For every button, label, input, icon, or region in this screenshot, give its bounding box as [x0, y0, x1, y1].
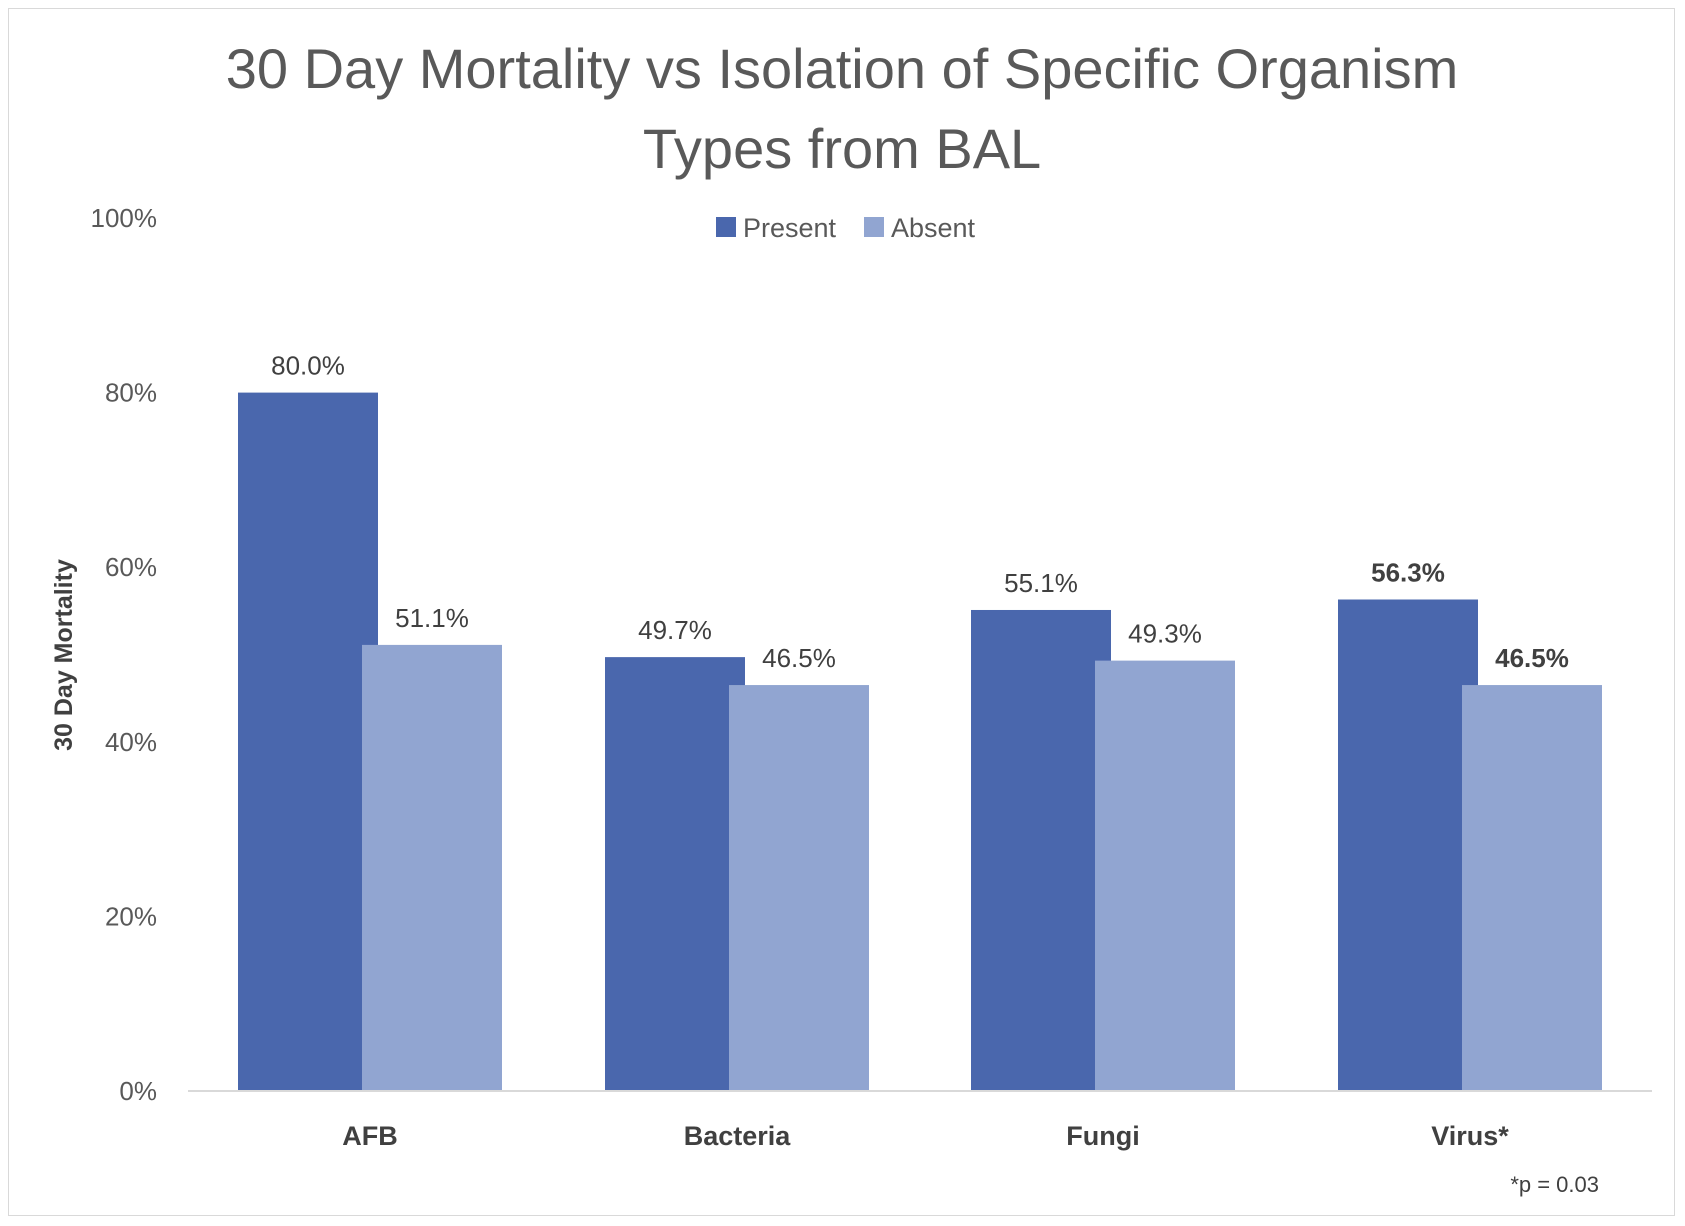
chart-title: 30 Day Mortality vs Isolation of Specifi… — [226, 37, 1458, 180]
bar-absent — [729, 685, 869, 1091]
bar-present — [238, 392, 378, 1092]
data-labels: 80.0% 49.7% 55.1% 56.3% 51.1% 46.5% 49.3% 46.5% — [271, 351, 1569, 673]
data-label: 51.1% — [395, 603, 469, 633]
data-label: 49.7% — [638, 615, 712, 645]
y-tick-label: 40% — [105, 727, 157, 757]
data-label: 55.1% — [1004, 568, 1078, 598]
bar-absent — [362, 644, 502, 1091]
y-tick-label: 80% — [105, 378, 157, 408]
y-tick-label: 100% — [91, 203, 158, 233]
legend-swatch-present — [716, 217, 736, 237]
bar-present — [605, 657, 745, 1091]
category-label: Virus* — [1431, 1121, 1509, 1151]
data-label: 56.3% — [1371, 558, 1445, 588]
bar-absent — [1462, 685, 1602, 1091]
y-axis-title: 30 Day Mortality — [50, 559, 78, 751]
bars — [238, 392, 1602, 1092]
category-labels: AFB Bacteria Fungi Virus* — [342, 1121, 1509, 1151]
y-axis-ticks: 0% 20% 40% 60% 80% 100% — [91, 203, 158, 1106]
chart-title-line-1: 30 Day Mortality vs Isolation of Specifi… — [226, 37, 1458, 100]
chart-title-line-2: Types from BAL — [643, 117, 1041, 180]
y-tick-label: 0% — [119, 1076, 157, 1106]
legend-swatch-absent — [864, 217, 884, 237]
bar-present — [971, 609, 1111, 1091]
legend: Present Absent — [716, 213, 976, 243]
data-label: 46.5% — [762, 643, 836, 673]
footnote: *p = 0.03 — [1510, 1172, 1599, 1197]
data-label: 49.3% — [1128, 619, 1202, 649]
legend-label-absent: Absent — [891, 213, 976, 243]
data-label: 46.5% — [1495, 643, 1569, 673]
category-label: AFB — [342, 1121, 398, 1151]
bar-absent — [1095, 660, 1235, 1091]
y-tick-label: 60% — [105, 552, 157, 582]
y-tick-label: 20% — [105, 901, 157, 931]
bar-present — [1338, 599, 1478, 1091]
legend-label-present: Present — [743, 213, 837, 243]
data-label: 80.0% — [271, 351, 345, 381]
category-label: Bacteria — [684, 1121, 792, 1151]
category-label: Fungi — [1066, 1121, 1139, 1151]
